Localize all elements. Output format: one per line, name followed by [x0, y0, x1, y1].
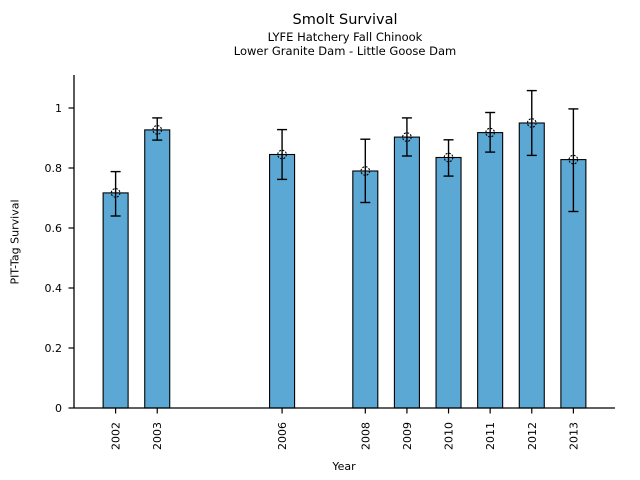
- x-tick-label-2011: 2011: [484, 422, 497, 450]
- y-tick-label-1: 1: [55, 102, 62, 115]
- bar-2008: [352, 170, 379, 409]
- bar-2002: [102, 192, 129, 409]
- y-tick-label-0.8: 0.8: [45, 162, 63, 175]
- x-tick-label-2008: 2008: [359, 422, 372, 450]
- bar-2011: [477, 132, 504, 409]
- x-tick-label-2002: 2002: [110, 422, 123, 450]
- x-tick-label-2013: 2013: [567, 422, 580, 450]
- x-axis-label: Year: [332, 460, 356, 473]
- bar-2006: [269, 153, 296, 409]
- bar-2003: [144, 129, 171, 409]
- chart-subtitle-line2: Lower Granite Dam - Little Goose Dam: [233, 44, 457, 58]
- y-tick-label-0: 0: [55, 402, 62, 415]
- bar-2012: [518, 122, 545, 409]
- bar-2010: [435, 156, 462, 409]
- x-tick-label-2010: 2010: [443, 422, 456, 450]
- bar-2009: [393, 136, 420, 409]
- x-tick-label-2012: 2012: [526, 422, 539, 450]
- mean-marker-circle-icon: [277, 149, 287, 160]
- chart-subtitle-line1: LYFE Hatchery Fall Chinook: [267, 30, 423, 44]
- y-tick-label-0.4: 0.4: [45, 282, 63, 295]
- mean-marker-circle-icon: [152, 125, 163, 135]
- x-tick-label-2009: 2009: [401, 422, 414, 450]
- x-tick-label-2003: 2003: [151, 422, 164, 450]
- chart-title: Smolt Survival: [292, 12, 398, 28]
- y-tick-label-0.2: 0.2: [45, 342, 63, 355]
- y-tick-label-0.6: 0.6: [45, 222, 63, 235]
- x-tick-label-2006: 2006: [276, 422, 289, 450]
